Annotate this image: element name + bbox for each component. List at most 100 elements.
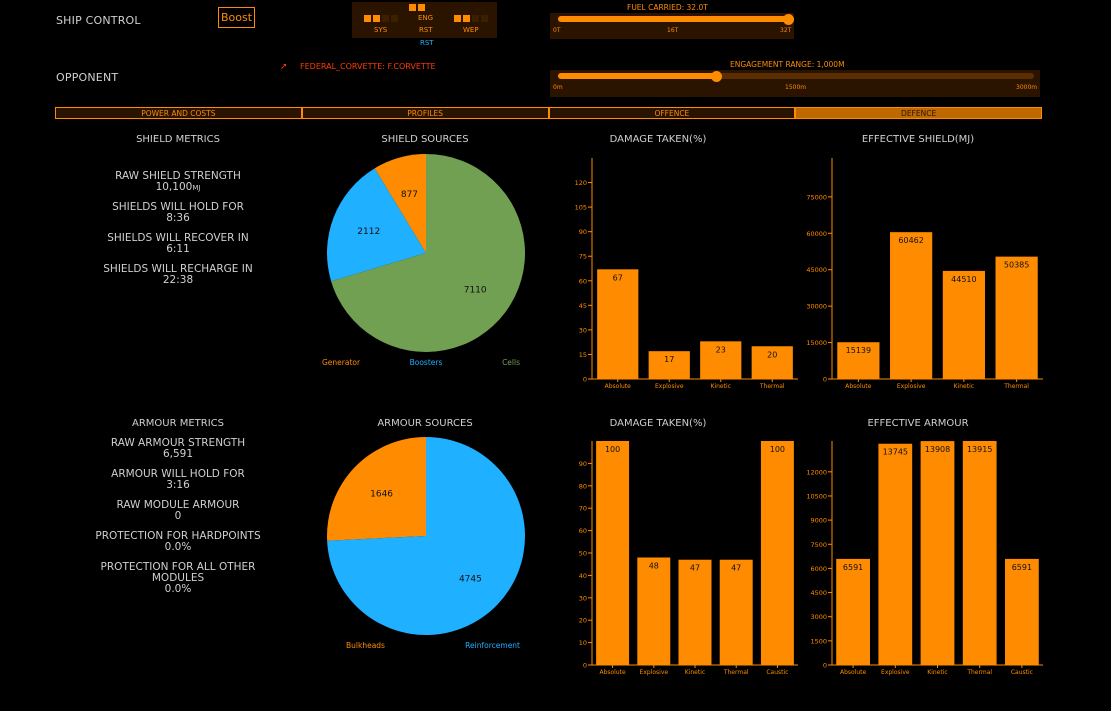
opponent-ship-link[interactable]: FEDERAL_CORVETTE: F.CORVETTE <box>300 62 436 71</box>
shield-hold-label: SHIELDS WILL HOLD FOR <box>112 201 244 213</box>
sys-label[interactable]: SYS <box>374 26 388 34</box>
hardpoint-protection: PROTECTION FOR HARDPOINTS 0.0% <box>78 531 278 553</box>
y-tick-label: 30000 <box>806 303 827 311</box>
range-tick-min: 0m <box>553 84 563 91</box>
x-tick-label: Kinetic <box>927 669 947 676</box>
bar-thermal <box>995 256 1038 379</box>
y-tick-label: 45000 <box>806 266 827 274</box>
raw-module-armour-label: RAW MODULE ARMOUR <box>116 499 240 511</box>
bar-absolute <box>597 269 639 379</box>
y-tick-label: 80 <box>579 482 587 490</box>
effective-shield-title: EFFECTIVE SHIELD(MJ) <box>861 134 975 145</box>
bar-kinetic <box>920 441 955 665</box>
boost-button[interactable]: Boost <box>218 7 255 28</box>
bar-value-label: 100 <box>605 445 620 454</box>
pie-slice-label: 2112 <box>357 227 380 237</box>
y-tick-label: 75000 <box>806 193 827 201</box>
y-tick-label: 0 <box>583 376 587 384</box>
rocket-icon: ➚ <box>280 62 288 72</box>
section-tabs: POWER AND COSTS PROFILES OFFENCE DEFENCE <box>55 107 1042 119</box>
legend-boosters: Boosters <box>410 358 443 367</box>
y-tick-label: 0 <box>583 662 587 670</box>
pie-slice-label: 1646 <box>370 490 393 500</box>
y-tick-label: 40 <box>579 572 587 580</box>
rst-label[interactable]: RST <box>419 26 433 34</box>
bar-value-label: 47 <box>731 564 741 573</box>
bar-caustic <box>1005 558 1039 665</box>
bar-absolute <box>836 558 870 665</box>
bar-value-label: 20 <box>767 350 777 359</box>
shield-sources-pie: 877 2112 7110 Generator Boosters Cells <box>322 154 525 367</box>
y-tick-label: 20 <box>579 617 587 625</box>
bar-explosive <box>878 443 913 665</box>
bar-value-label: 60462 <box>898 236 923 245</box>
y-tick-label: 6000 <box>810 565 827 573</box>
eng-pip <box>409 4 416 11</box>
armour-sources-title: ARMOUR SOURCES <box>377 418 473 429</box>
x-tick-label: Thermal <box>723 669 749 676</box>
fuel-title: FUEL CARRIED: 32.0T <box>627 3 708 12</box>
rst-reset-label[interactable]: RST <box>420 39 434 47</box>
shield-sources-title: SHIELD SOURCES <box>381 134 469 145</box>
pie-slice-generator <box>374 154 426 253</box>
opponent-label: OPPONENT <box>56 71 119 84</box>
sys-pip <box>373 15 380 22</box>
pie-slice-label: 7110 <box>464 286 487 296</box>
x-tick-label: Absolute <box>605 383 632 390</box>
y-tick-label: 10 <box>579 639 587 647</box>
bar-value-label: 13745 <box>883 448 908 457</box>
bar-thermal <box>962 441 997 665</box>
x-tick-label: Caustic <box>766 669 788 676</box>
y-tick-label: 120 <box>575 179 587 187</box>
bar-value-label: 6591 <box>1012 563 1032 572</box>
y-tick-label: 3000 <box>810 613 827 621</box>
raw-shield-strength-value: 10,100 <box>155 181 193 193</box>
raw-module-armour-value: 0 <box>174 510 182 522</box>
bar-thermal <box>719 559 753 665</box>
tab-defence[interactable]: DEFENCE <box>795 107 1042 119</box>
range-slider-handle[interactable] <box>711 70 722 82</box>
y-tick-label: 4500 <box>810 589 827 597</box>
raw-armour-strength-label: RAW ARMOUR STRENGTH <box>110 437 246 449</box>
ship-control-label: SHIP CONTROL <box>56 14 141 27</box>
x-tick-label: Kinetic <box>711 383 731 390</box>
eng-pip <box>418 4 425 11</box>
fuel-slider-fill <box>558 16 788 22</box>
tab-profiles[interactable]: PROFILES <box>301 107 549 119</box>
bar-value-label: 50385 <box>1004 261 1029 270</box>
fuel-slider-handle[interactable] <box>782 13 794 25</box>
y-tick-label: 90 <box>579 460 587 468</box>
eng-label[interactable]: ENG <box>418 14 434 22</box>
wep-pip <box>454 15 461 22</box>
bar-explosive <box>637 557 671 665</box>
y-tick-label: 50 <box>579 550 587 558</box>
pie-slice-cells <box>331 154 525 352</box>
range-slider-fill <box>558 73 717 79</box>
wep-label[interactable]: WEP <box>463 26 479 34</box>
bar-kinetic <box>942 270 985 379</box>
shield-hold-value: 8:36 <box>166 212 190 224</box>
sys-pip-empty <box>391 15 398 22</box>
y-tick-label: 12000 <box>806 468 827 476</box>
range-slider-track[interactable] <box>558 73 1034 79</box>
shield-hold-time: SHIELDS WILL HOLD FOR 8:36 <box>78 202 278 224</box>
tab-power-and-costs[interactable]: POWER AND COSTS <box>55 107 302 119</box>
legend-bulkheads: Bulkheads <box>346 641 385 650</box>
tab-offence[interactable]: OFFENCE <box>548 107 796 119</box>
x-tick-label: Explosive <box>881 669 910 676</box>
bar-absolute <box>596 441 630 665</box>
y-tick-label: 10500 <box>806 492 827 500</box>
bar-thermal <box>751 346 793 379</box>
x-tick-label: Absolute <box>845 383 872 390</box>
bar-value-label: 44510 <box>951 275 976 284</box>
shield-recover-value: 6:11 <box>166 243 190 255</box>
armour-damage-title: DAMAGE TAKEN(%) <box>609 418 707 429</box>
shield-damage-chart: 0 15 30 45 60 75 90 105 120 67 Absolute 17 Explosive… <box>575 158 798 390</box>
power-distributor: ENG SYS RST WEP <box>352 2 497 38</box>
bar-kinetic <box>700 341 742 379</box>
shield-damage-title: DAMAGE TAKEN(%) <box>609 134 707 145</box>
fuel-tick-max: 32T <box>780 27 792 34</box>
y-tick-label: 60 <box>579 527 587 535</box>
pie-slice-label: 877 <box>401 190 418 200</box>
pie-slice-label: 4745 <box>459 574 482 584</box>
